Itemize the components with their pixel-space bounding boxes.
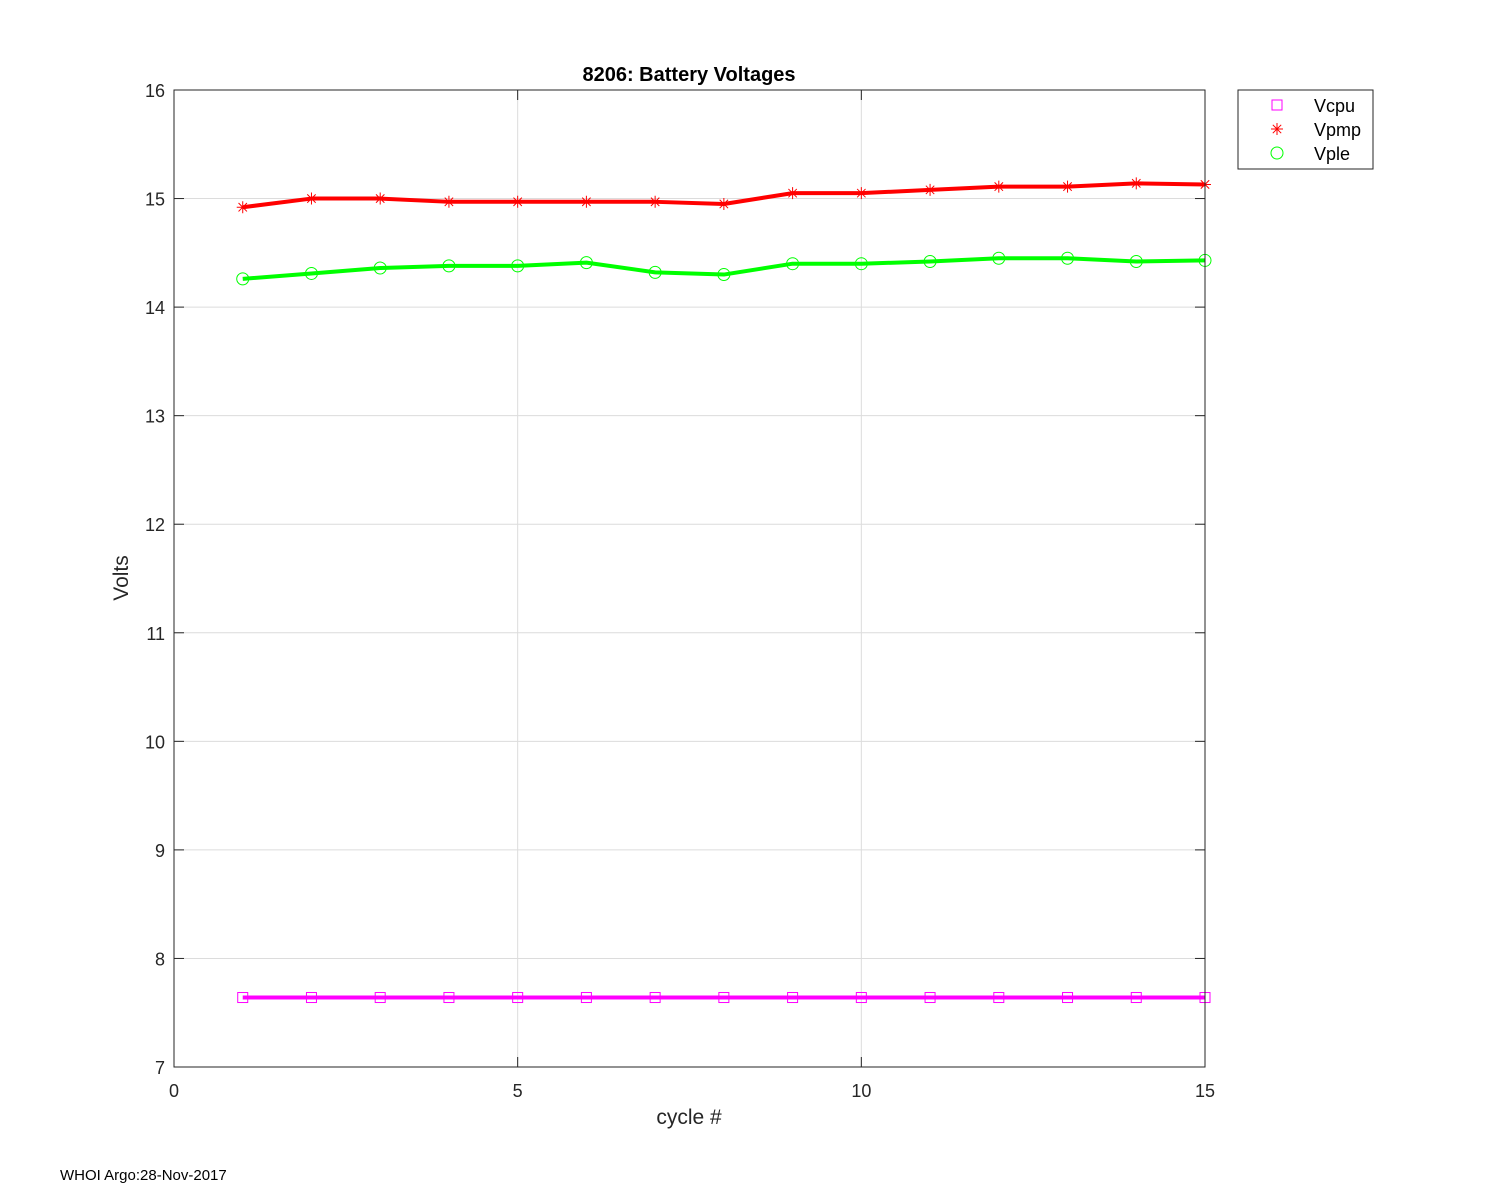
legend-marker-vcpu: [1271, 99, 1283, 111]
data-point-vpmp: [717, 197, 730, 210]
data-point-vpmp: [855, 187, 868, 200]
data-point-vple: [992, 251, 1006, 265]
data-point-vcpu: [649, 992, 661, 1004]
grid: [174, 90, 1205, 1067]
legend-item-vple: Vple: [1270, 144, 1350, 164]
y-tick-label: 13: [145, 407, 165, 427]
data-point-vpmp: [442, 195, 455, 208]
data-point-vpmp: [649, 195, 662, 208]
data-point-vple: [304, 266, 318, 280]
data-point-vple: [717, 268, 731, 282]
data-point-vcpu: [1130, 992, 1142, 1004]
data-point-vple: [923, 255, 937, 269]
data-point-vpmp: [580, 195, 593, 208]
data-point-vple: [648, 265, 662, 279]
x-tick-label: 15: [1195, 1081, 1215, 1101]
data-point-vcpu: [787, 992, 799, 1004]
y-axis-label: Volts: [110, 555, 133, 601]
data-point-vcpu: [237, 992, 249, 1004]
legend: Vcpu Vpmp Vple: [1237, 89, 1374, 170]
data-point-vpmp: [1130, 177, 1143, 190]
data-point-vple: [854, 257, 868, 271]
legend-marker-vpmp: [1271, 123, 1283, 135]
data-point-vple: [373, 261, 387, 275]
legend-marker-vple: [1270, 146, 1284, 160]
data-point-vpmp: [305, 192, 318, 205]
series-vcpu: [237, 992, 1211, 1004]
legend-label-vpmp: Vpmp: [1314, 120, 1361, 140]
series-layer: [236, 177, 1212, 1004]
x-axis-label: cycle #: [656, 1106, 722, 1129]
data-point-vple: [236, 272, 250, 286]
data-point-vpmp: [1061, 180, 1074, 193]
y-tick-label: 12: [145, 515, 165, 535]
y-tick-label: 11: [146, 624, 165, 644]
legend-label-vcpu: Vcpu: [1314, 96, 1355, 116]
legend-box: [1237, 89, 1374, 170]
data-point-vpmp: [992, 180, 1005, 193]
data-point-vpmp: [236, 201, 249, 214]
data-point-vcpu: [305, 992, 317, 1004]
legend-item-vcpu: Vcpu: [1271, 96, 1355, 116]
x-tick-label: 5: [513, 1081, 523, 1101]
footer-stamp: WHOI Argo:28-Nov-2017: [60, 1167, 227, 1184]
y-tick-label: 15: [145, 190, 165, 210]
data-point-vcpu: [855, 992, 867, 1004]
data-point-vple: [786, 257, 800, 271]
data-point-vcpu: [580, 992, 592, 1004]
series-vpmp: [236, 177, 1211, 214]
data-point-vpmp: [924, 183, 937, 196]
data-point-vcpu: [718, 992, 730, 1004]
data-point-vple: [1061, 251, 1075, 265]
y-tick-label: 7: [155, 1058, 165, 1078]
data-point-vcpu: [924, 992, 936, 1004]
data-point-vpmp: [786, 187, 799, 200]
data-point-vcpu: [443, 992, 455, 1004]
data-point-vcpu: [512, 992, 524, 1004]
data-point-vcpu: [993, 992, 1005, 1004]
chart-title: 8206: Battery Voltages: [582, 64, 795, 86]
y-tick-label: 10: [145, 732, 165, 752]
data-point-vcpu: [1062, 992, 1074, 1004]
x-tick-label: 10: [851, 1081, 871, 1101]
data-point-vple: [442, 259, 456, 273]
y-tick-label: 8: [155, 949, 165, 969]
data-point-vpmp: [511, 195, 524, 208]
x-tick-label: 0: [169, 1081, 179, 1101]
y-tick-label: 14: [145, 298, 165, 318]
data-point-vcpu: [374, 992, 386, 1004]
series-line-vple: [242, 256, 1206, 281]
ticks: 0 5 10 15 7 8 9 10 11 12 13 14 15 16: [145, 81, 1215, 1101]
plot-frame: [173, 89, 1206, 1068]
data-point-vple: [511, 259, 525, 273]
data-point-vple: [579, 256, 593, 270]
y-tick-label: 9: [155, 841, 165, 861]
y-tick-label: 16: [145, 81, 165, 101]
legend-label-vple: Vple: [1314, 144, 1350, 164]
plot-area: [174, 90, 1205, 1067]
data-point-vpmp: [374, 192, 387, 205]
data-point-vple: [1129, 255, 1143, 269]
legend-item-vpmp: Vpmp: [1271, 120, 1361, 140]
